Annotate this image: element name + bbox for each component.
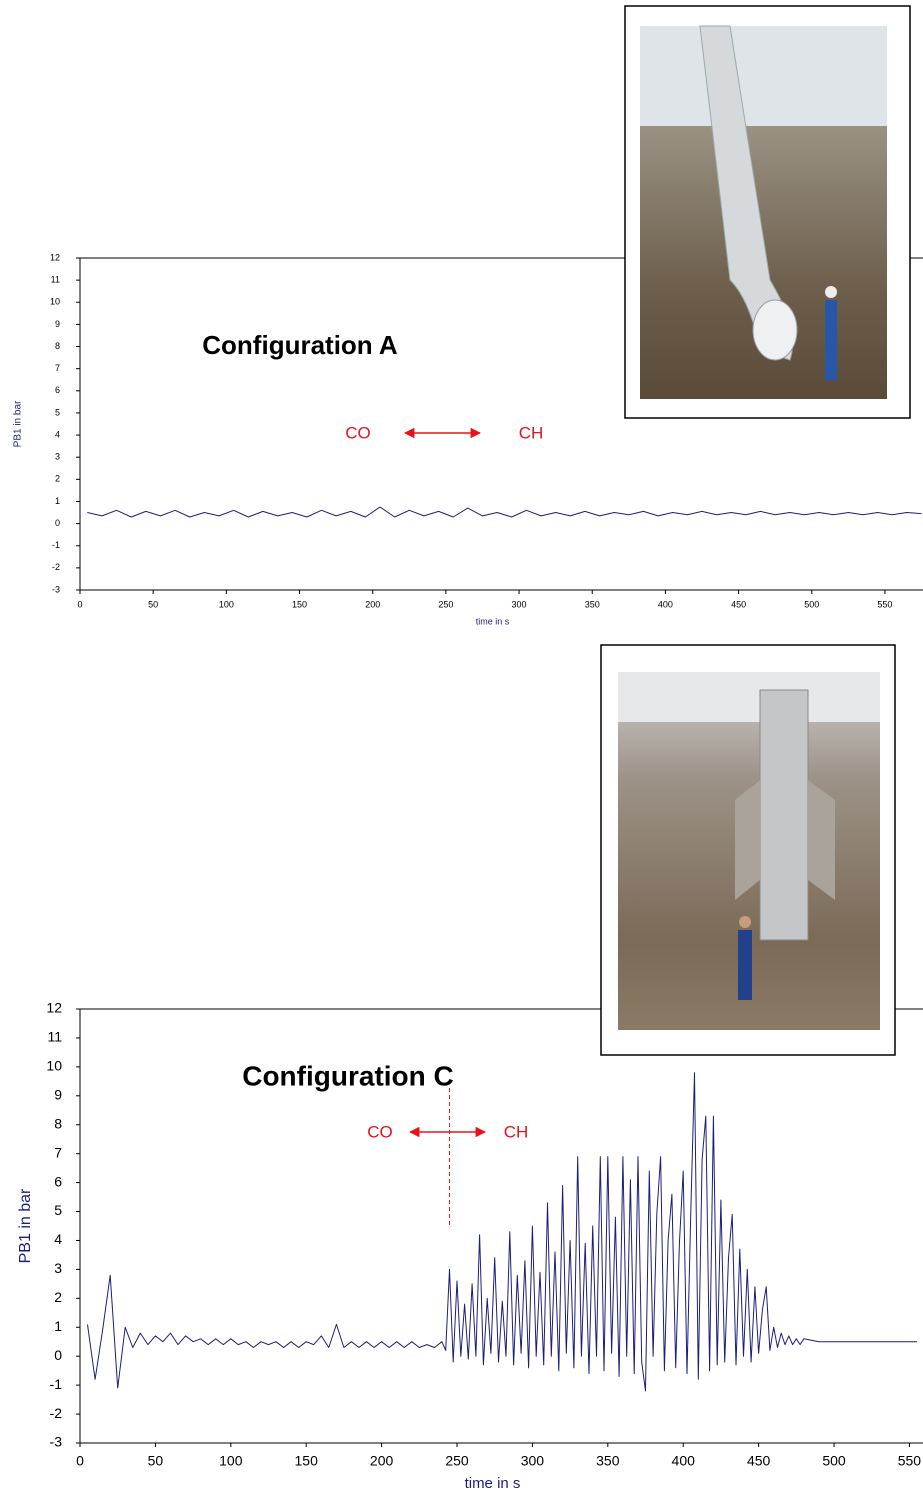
y-tick-label: 1 xyxy=(55,496,60,506)
photo-a xyxy=(624,5,911,419)
annotation: CO xyxy=(367,1122,393,1141)
y-tick-label: 11 xyxy=(51,275,60,285)
x-tick-label: 200 xyxy=(365,599,380,609)
photo-person-head xyxy=(739,916,751,928)
y-tick-label: 6 xyxy=(55,385,60,395)
y-tick-label: 9 xyxy=(55,319,60,329)
y-tick-label: -1 xyxy=(52,540,60,550)
x-tick-label: 0 xyxy=(77,599,82,609)
y-tick-label: 12 xyxy=(46,1000,62,1016)
photo-person xyxy=(738,930,752,1000)
y-tick-label: 2 xyxy=(55,474,60,484)
x-tick-label: 250 xyxy=(445,1453,469,1469)
photo-pipe-end xyxy=(752,299,798,361)
signal-line xyxy=(87,506,922,518)
x-tick-label: 300 xyxy=(512,599,527,609)
x-tick-label: 100 xyxy=(219,599,234,609)
x-tick-label: 350 xyxy=(596,1453,620,1469)
y-tick-label: -2 xyxy=(50,1405,63,1421)
x-tick-label: 350 xyxy=(585,599,600,609)
y-tick-label: 10 xyxy=(46,1058,62,1074)
y-tick-label: 1 xyxy=(54,1318,62,1334)
y-tick-label: -2 xyxy=(52,562,60,572)
y-tick-label: 5 xyxy=(54,1202,62,1218)
x-tick-label: 50 xyxy=(148,1453,164,1469)
x-tick-label: 500 xyxy=(822,1453,846,1469)
x-tick-label: 50 xyxy=(148,599,158,609)
photo-person xyxy=(825,300,837,380)
y-axis-title: PB1 in bar xyxy=(17,1188,34,1263)
x-axis-title: time in s xyxy=(465,1475,521,1492)
annotation: CH xyxy=(519,423,544,442)
y-tick-label: 6 xyxy=(54,1173,62,1189)
y-tick-label: 8 xyxy=(55,341,60,351)
photo-sky xyxy=(640,26,887,126)
x-tick-label: 150 xyxy=(292,599,307,609)
photo-ceiling xyxy=(618,672,880,722)
photo-fins xyxy=(735,780,835,900)
plot-frame xyxy=(79,1008,923,1444)
y-tick-label: 4 xyxy=(54,1231,62,1247)
y-tick-label: 4 xyxy=(55,429,60,439)
y-tick-label: 2 xyxy=(54,1289,62,1305)
x-tick-label: 450 xyxy=(747,1453,771,1469)
y-axis-title: PB1 in bar xyxy=(13,400,24,447)
x-tick-label: 550 xyxy=(898,1453,922,1469)
y-tick-label: 0 xyxy=(54,1347,62,1363)
photo-c xyxy=(600,644,896,1056)
y-tick-label: -3 xyxy=(52,584,60,594)
x-tick-label: 450 xyxy=(731,599,746,609)
chart-title: Configuration C xyxy=(242,1060,454,1091)
y-tick-label: 7 xyxy=(54,1144,62,1160)
y-tick-label: 3 xyxy=(54,1260,62,1276)
photo-pipe xyxy=(699,25,793,361)
y-tick-label: 0 xyxy=(55,518,60,528)
y-tick-label: 10 xyxy=(50,297,60,307)
x-tick-label: 500 xyxy=(804,599,819,609)
x-tick-label: 300 xyxy=(521,1453,545,1469)
chart-title: Configuration A xyxy=(202,330,398,360)
y-tick-label: 8 xyxy=(54,1115,62,1131)
y-tick-label: 12 xyxy=(50,252,60,262)
x-tick-label: 0 xyxy=(76,1453,84,1469)
y-tick-label: -3 xyxy=(50,1434,63,1450)
annotation: CO xyxy=(345,423,371,442)
y-tick-label: 5 xyxy=(55,407,60,417)
photo-person-head xyxy=(825,286,837,298)
y-tick-label: 3 xyxy=(55,452,60,462)
signal-line xyxy=(87,1072,917,1392)
y-tick-label: 11 xyxy=(47,1029,62,1045)
x-axis-title: time in s xyxy=(476,616,510,626)
x-tick-label: 200 xyxy=(370,1453,394,1469)
y-tick-label: 7 xyxy=(55,363,60,373)
annotation: CH xyxy=(504,1122,529,1141)
x-tick-label: 400 xyxy=(658,599,673,609)
x-tick-label: 150 xyxy=(295,1453,319,1469)
y-tick-label: 9 xyxy=(54,1087,62,1103)
photo-pipe xyxy=(759,689,809,941)
x-tick-label: 400 xyxy=(672,1453,696,1469)
x-tick-label: 550 xyxy=(877,599,892,609)
x-tick-label: 100 xyxy=(219,1453,243,1469)
y-tick-label: -1 xyxy=(50,1376,63,1392)
x-tick-label: 250 xyxy=(438,599,453,609)
